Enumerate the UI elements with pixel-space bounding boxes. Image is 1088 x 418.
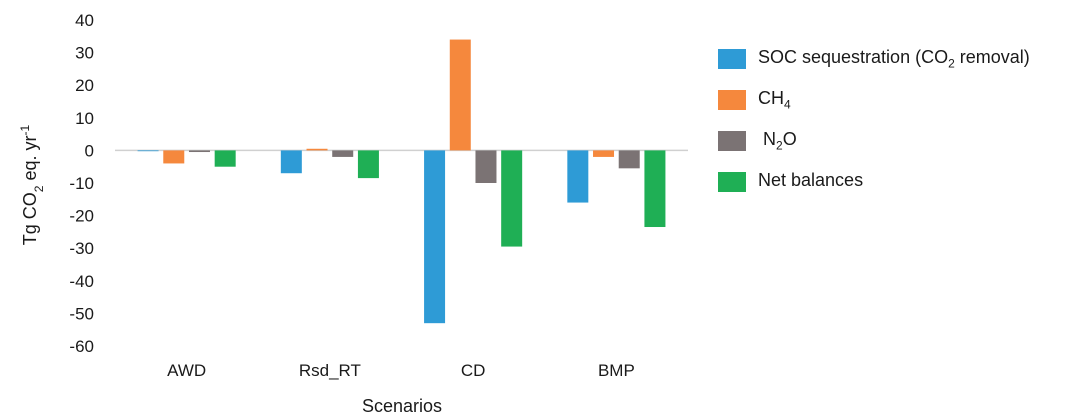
- y-tick-label: 10: [75, 109, 94, 128]
- x-tick-label: AWD: [167, 361, 206, 380]
- bar-rsd-rt-series-2: [332, 150, 354, 157]
- bar-rsd-rt-series-1: [306, 148, 328, 151]
- bar-cd-series-2: [475, 150, 497, 183]
- bar-cd-series-1: [449, 39, 471, 151]
- legend-swatch-soc: [718, 48, 746, 69]
- category-labels: AWD Rsd_RT CD BMP: [167, 361, 635, 380]
- bar-cd-series-0: [424, 150, 446, 324]
- y-tick-label: 0: [85, 141, 94, 160]
- legend-label-net: Net balances: [758, 169, 864, 190]
- y-tick-label: -30: [69, 239, 94, 258]
- y-tick-label: -40: [69, 272, 94, 291]
- x-tick-label: Rsd_RT: [299, 361, 361, 380]
- legend-label-n2o: N2O: [758, 128, 797, 153]
- legend-item-net: Net balances: [718, 161, 1030, 202]
- y-axis-ticks: 40 30 20 10 0 -10 -20 -30 -40 -50 -60: [69, 11, 94, 356]
- y-tick-label: 40: [75, 11, 94, 30]
- y-axis-title-rest: eq. yr: [20, 135, 40, 185]
- bar-awd-series-0: [137, 150, 159, 152]
- legend-swatch-n2o: [718, 130, 746, 151]
- bar-bmp-series-3: [644, 150, 666, 228]
- bar-awd-series-3: [214, 150, 236, 167]
- legend-label-ch4: CH4: [758, 87, 791, 112]
- x-tick-label: CD: [461, 361, 486, 380]
- x-axis-title: Scenarios: [362, 396, 442, 416]
- bars-group: [137, 39, 666, 324]
- y-tick-label: 20: [75, 76, 94, 95]
- y-axis-title-sup: -1: [18, 124, 32, 135]
- bar-awd-series-1: [163, 150, 185, 164]
- y-axis-title-main: Tg CO: [20, 192, 40, 245]
- y-tick-label: -60: [69, 337, 94, 356]
- bar-awd-series-2: [188, 150, 210, 153]
- bar-bmp-series-2: [618, 150, 640, 169]
- legend-item-soc: SOC sequestration (CO2 removal): [718, 38, 1030, 79]
- bar-bmp-series-1: [593, 150, 615, 157]
- bar-cd-series-3: [501, 150, 523, 247]
- bar-bmp-series-0: [567, 150, 589, 203]
- y-tick-label: -10: [69, 174, 94, 193]
- legend-swatch-ch4: [718, 89, 746, 110]
- x-tick-label: BMP: [598, 361, 635, 380]
- y-axis-title-sub: 2: [32, 185, 46, 192]
- chart-svg: 40 30 20 10 0 -10 -20 -30 -40 -50 -60 AWD Rsd_RT CD B…: [18, 11, 688, 416]
- legend-label-soc: SOC sequestration (CO2 removal): [758, 46, 1030, 71]
- y-tick-label: -20: [69, 207, 94, 226]
- bar-rsd-rt-series-0: [280, 150, 302, 174]
- y-tick-label: 30: [75, 44, 94, 63]
- y-tick-label: -50: [69, 304, 94, 323]
- legend-swatch-net: [718, 171, 746, 192]
- bar-rsd-rt-series-3: [357, 150, 379, 179]
- legend-item-ch4: CH4: [718, 79, 1030, 120]
- y-axis-title: Tg CO2 eq. yr-1: [18, 124, 46, 245]
- legend: SOC sequestration (CO2 removal) CH4 N2O …: [718, 38, 1030, 202]
- legend-item-n2o: N2O: [718, 120, 1030, 161]
